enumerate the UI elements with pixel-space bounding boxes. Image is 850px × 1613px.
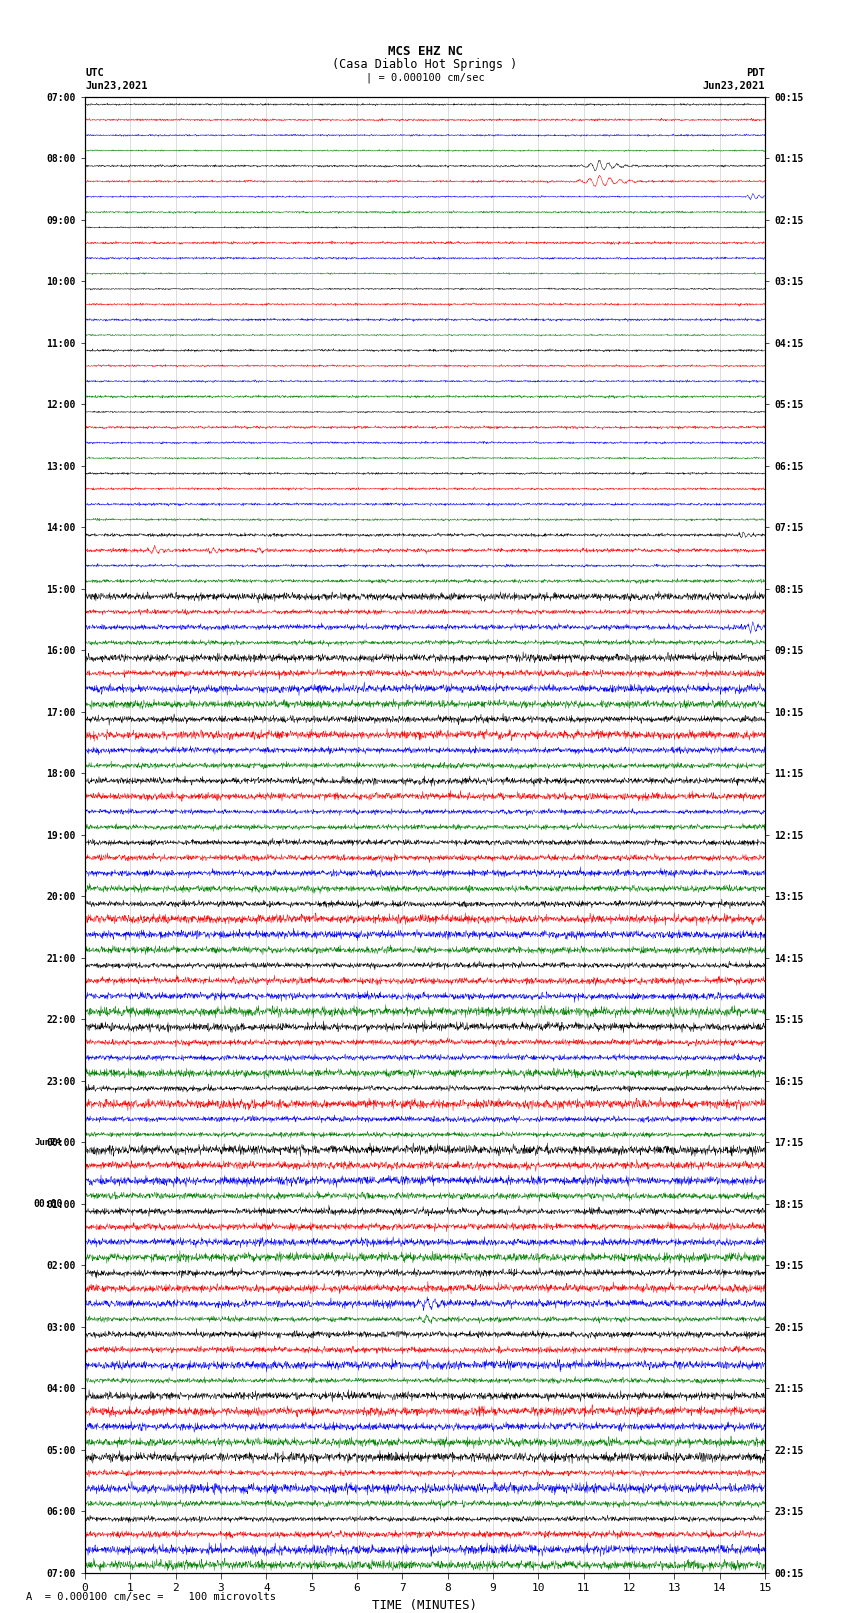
Text: Jun24: Jun24 (34, 1137, 61, 1147)
Text: UTC: UTC (85, 68, 104, 77)
Text: | = 0.000100 cm/sec: | = 0.000100 cm/sec (366, 73, 484, 82)
Text: 00:00: 00:00 (33, 1198, 62, 1208)
Text: Jun23,2021: Jun23,2021 (702, 81, 765, 90)
Text: PDT: PDT (746, 68, 765, 77)
Text: (Casa Diablo Hot Springs ): (Casa Diablo Hot Springs ) (332, 58, 518, 71)
Text: A  = 0.000100 cm/sec =    100 microvolts: A = 0.000100 cm/sec = 100 microvolts (26, 1592, 275, 1602)
Text: Jun23,2021: Jun23,2021 (85, 81, 148, 90)
X-axis label: TIME (MINUTES): TIME (MINUTES) (372, 1598, 478, 1611)
Text: MCS EHZ NC: MCS EHZ NC (388, 45, 462, 58)
